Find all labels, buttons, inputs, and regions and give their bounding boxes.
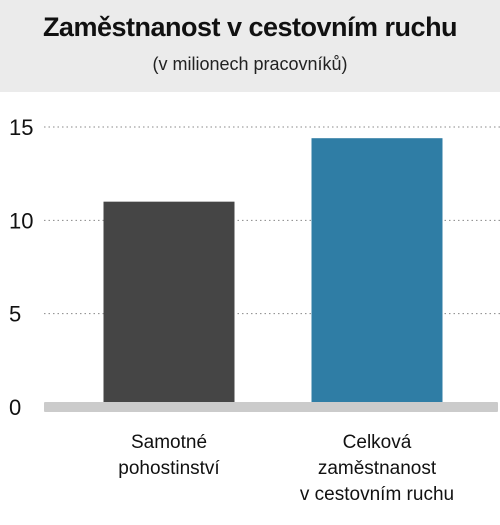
x-category-label: Samotné (131, 432, 207, 453)
chart-header: Zaměstnanost v cestovním ruchu (v milion… (0, 0, 500, 92)
chart-title: Zaměstnanost v cestovním ruchu (42, 12, 458, 42)
x-category-label: pohostinství (118, 458, 220, 479)
chart-subtitle: (v milionech pracovníků) (152, 54, 348, 74)
x-category-label: zaměstnanost (318, 458, 437, 479)
y-tick-label: 5 (9, 302, 21, 327)
y-tick-label: 10 (9, 208, 33, 233)
x-category-label: v cestovním ruchu (300, 484, 454, 505)
bar-2 (311, 138, 443, 407)
x-category-label: Celková (343, 432, 412, 453)
bar-1 (103, 201, 235, 407)
y-tick-label: 15 (9, 115, 33, 140)
y-tick-label: 0 (9, 395, 21, 420)
x-axis-baseline (44, 402, 498, 412)
